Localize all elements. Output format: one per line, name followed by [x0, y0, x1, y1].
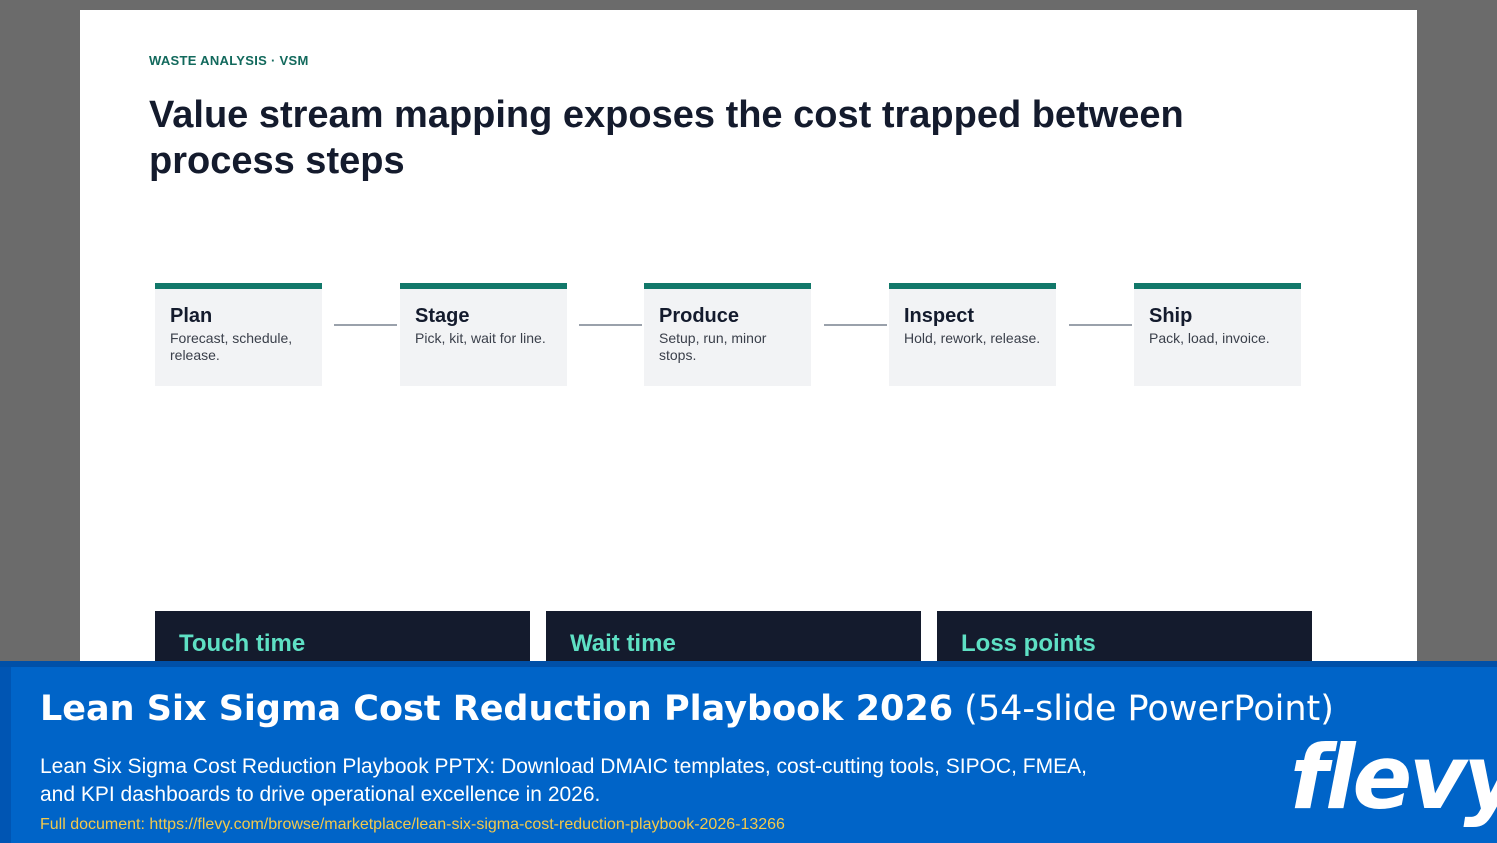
- banner-link-label: Full document:: [40, 816, 150, 833]
- banner-description: Lean Six Sigma Cost Reduction Playbook P…: [40, 755, 1087, 806]
- banner-link-url[interactable]: https://flevy.com/browse/marketplace/lea…: [149, 816, 785, 833]
- step-stage: Stage Pick, kit, wait for line.: [400, 283, 567, 386]
- flevy-logo[interactable]: flevy: [1290, 726, 1497, 829]
- step-plan: Plan Forecast, schedule, release.: [155, 283, 322, 386]
- step-desc: Pick, kit, wait for line.: [415, 330, 546, 346]
- step-name: Produce: [659, 305, 740, 327]
- step-name: Plan: [170, 305, 213, 327]
- card-title: Wait time: [570, 630, 676, 657]
- banner-title-suffix: (54-slide PowerPoint): [953, 689, 1334, 729]
- step-desc: Setup, run, minor stops.: [659, 330, 767, 363]
- banner-link[interactable]: Full document: https://flevy.com/browse/…: [40, 816, 785, 834]
- card-title: Loss points: [961, 630, 1096, 657]
- banner-title: Lean Six Sigma Cost Reduction Playbook 2…: [40, 689, 1334, 729]
- card-loss-points: Loss points: [937, 611, 1312, 670]
- slide: WASTE ANALYSIS · VSM Value stream mappin…: [80, 10, 1417, 670]
- step-produce: Produce Setup, run, minor stops.: [644, 283, 811, 386]
- step-name: Inspect: [904, 305, 975, 327]
- step-connector: [824, 324, 887, 326]
- slide-title: Value stream mapping exposes the cost tr…: [149, 94, 1184, 182]
- promo-banner: Lean Six Sigma Cost Reduction Playbook 2…: [0, 661, 1497, 843]
- step-desc: Forecast, schedule, release.: [170, 330, 293, 363]
- step-connector: [1069, 324, 1132, 326]
- step-connector: [334, 324, 397, 326]
- step-inspect: Inspect Hold, rework, release.: [889, 283, 1056, 386]
- step-name: Ship: [1149, 305, 1193, 327]
- step-ship: Ship Pack, load, invoice.: [1134, 283, 1301, 386]
- step-connector: [579, 324, 642, 326]
- card-touch-time: Touch time: [155, 611, 530, 670]
- card-title: Touch time: [179, 630, 306, 657]
- step-desc: Hold, rework, release.: [904, 330, 1041, 346]
- banner-accent-strip: [0, 667, 11, 843]
- banner-title-main: Lean Six Sigma Cost Reduction Playbook 2…: [40, 689, 954, 729]
- step-desc: Pack, load, invoice.: [1149, 330, 1270, 346]
- card-wait-time: Wait time: [546, 611, 921, 670]
- step-name: Stage: [415, 305, 470, 327]
- slide-eyebrow: WASTE ANALYSIS · VSM: [149, 53, 309, 68]
